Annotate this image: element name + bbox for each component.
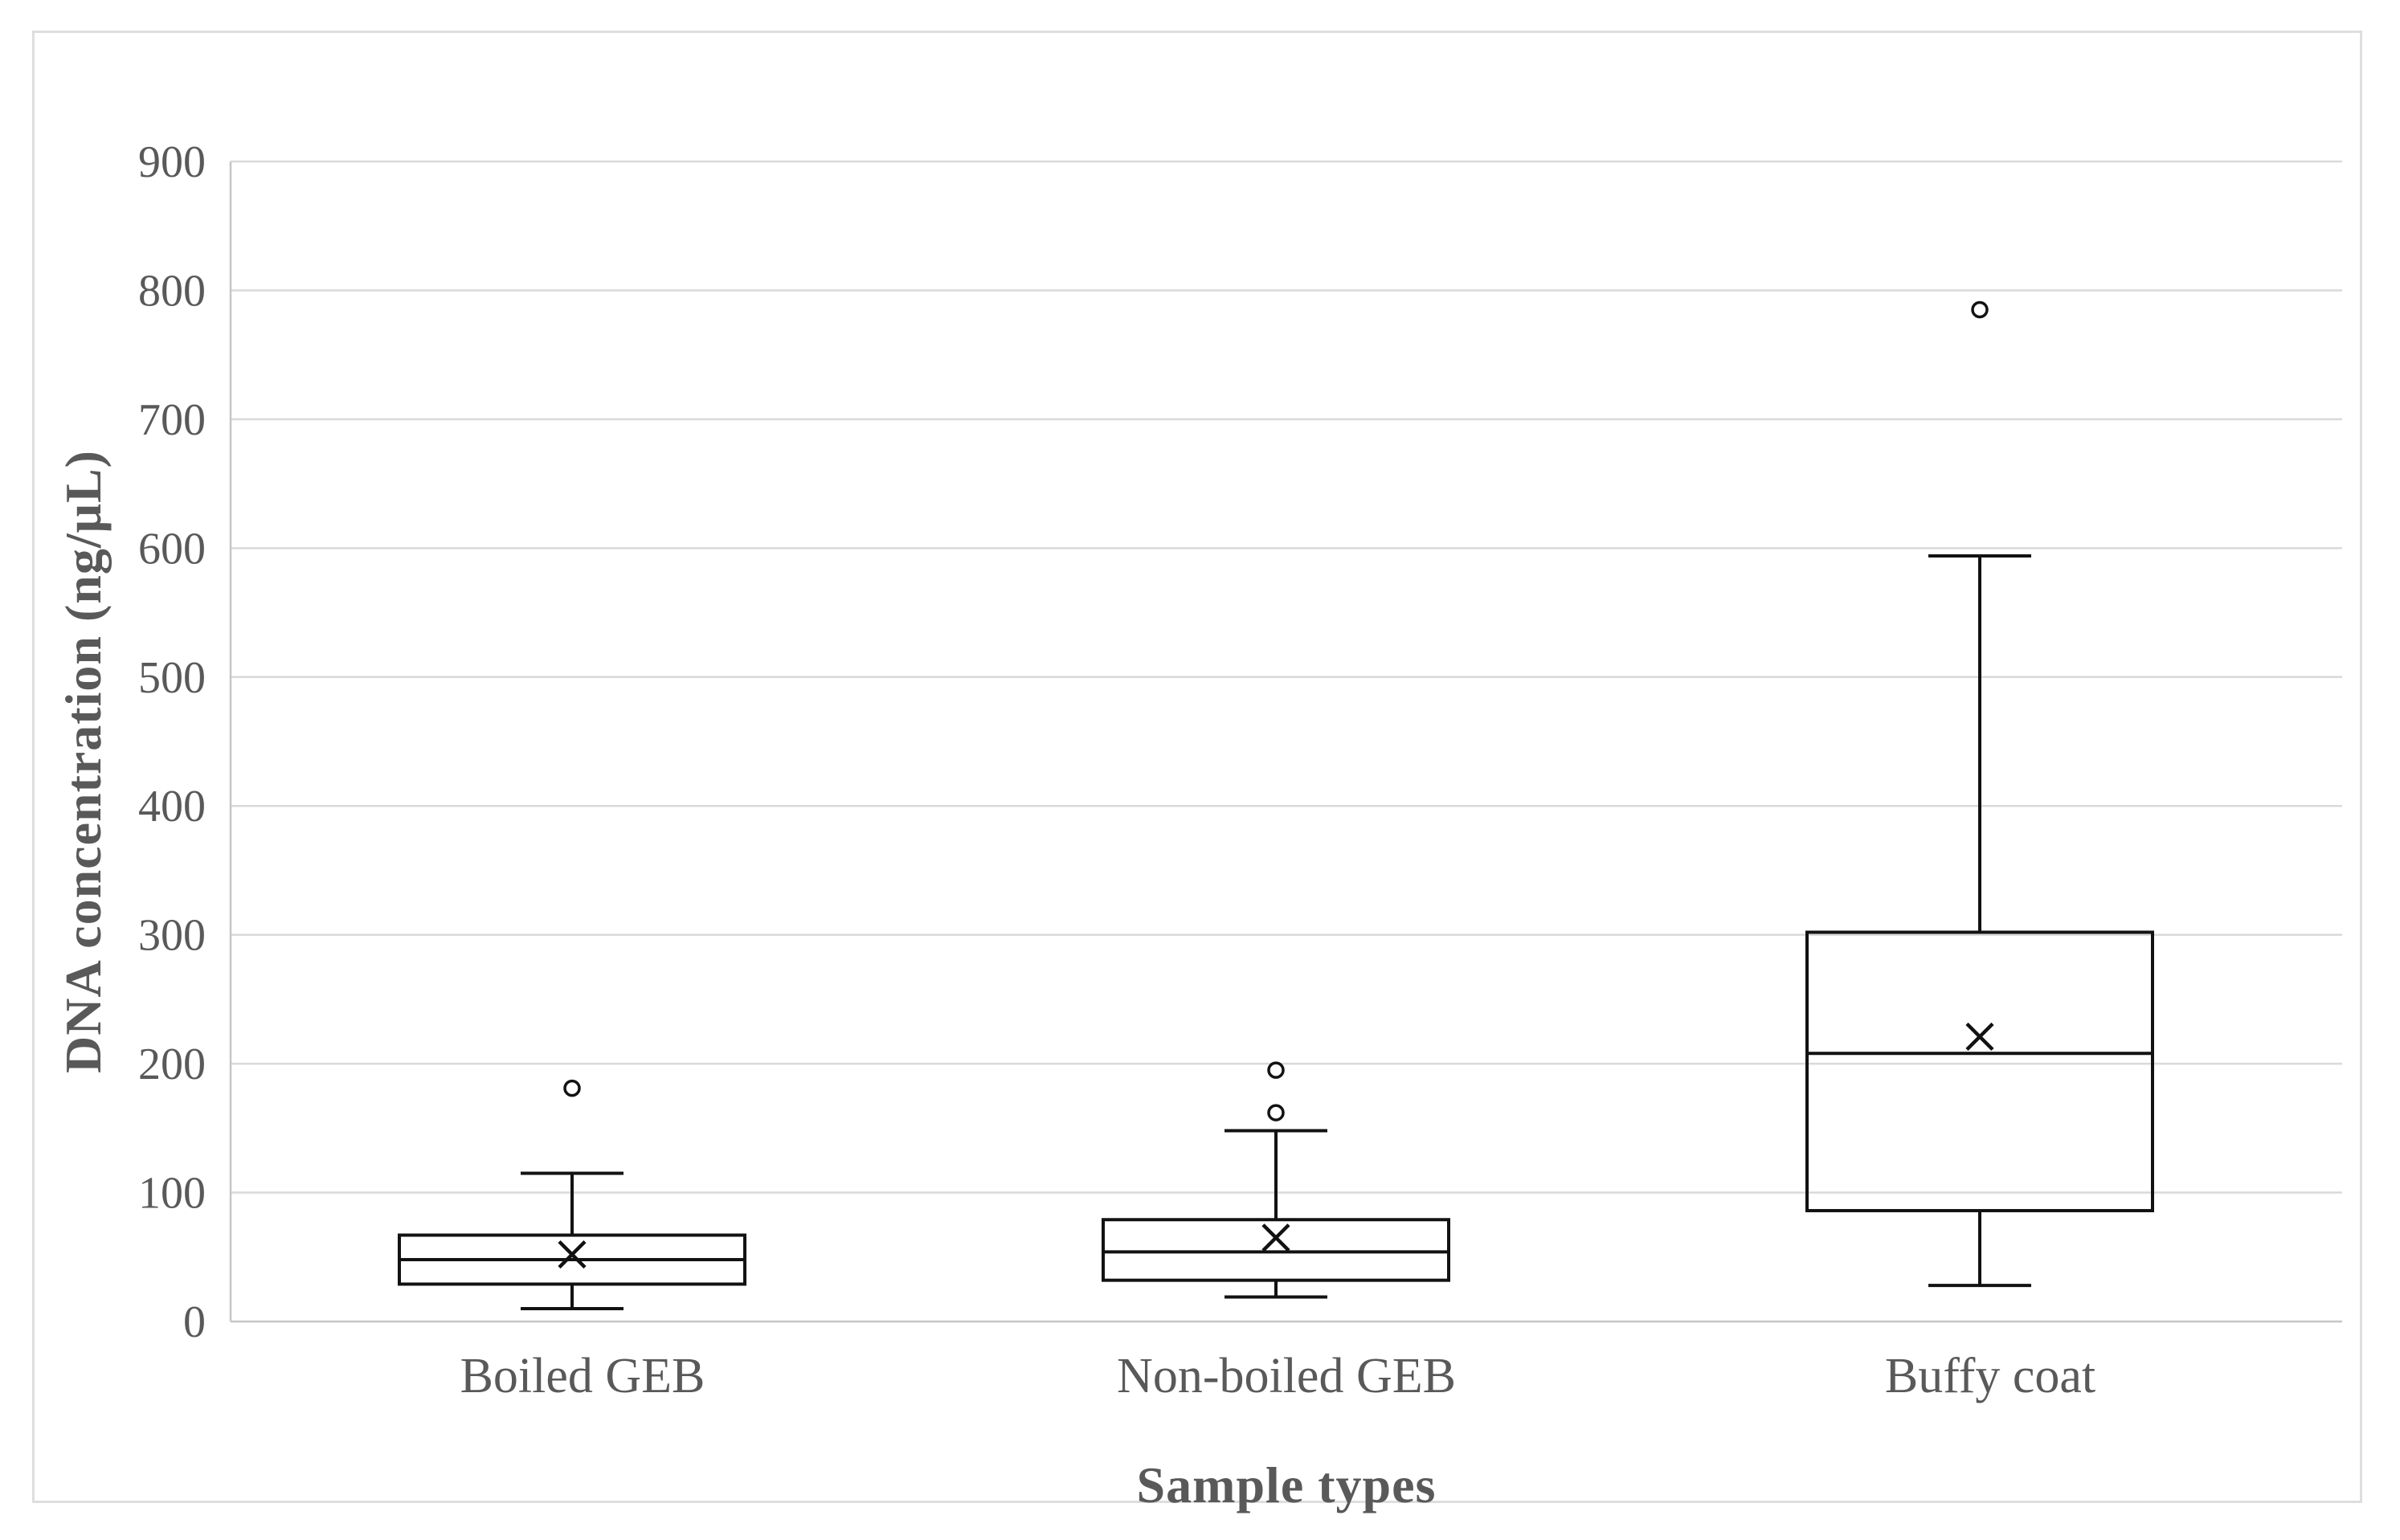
- y-tick-label: 700: [138, 395, 206, 445]
- category-label: Non-boiled GEB: [1117, 1349, 1456, 1403]
- y-tick-label: 500: [138, 653, 206, 703]
- y-tick-label: 800: [138, 266, 206, 316]
- outlier-point: [563, 1079, 581, 1097]
- y-tick-label: 400: [138, 782, 206, 831]
- y-axis-title: DNA concentration (ng/μL): [55, 450, 112, 1073]
- outlier-point: [1267, 1061, 1285, 1079]
- mean-marker-x: [1261, 1223, 1290, 1252]
- y-tick-label: 100: [138, 1169, 206, 1219]
- category-label: Buffy coat: [1885, 1349, 2095, 1403]
- outlier-point: [1971, 300, 1989, 319]
- iqr-box: [1805, 930, 2154, 1213]
- y-tick-label: 600: [138, 524, 206, 574]
- y-tick-label: 900: [138, 137, 206, 187]
- y-tick-label: 0: [183, 1297, 206, 1347]
- x-axis-title: Sample types: [1136, 1456, 1437, 1513]
- figure-frame: [32, 31, 2362, 1503]
- category-label: Boiled GEB: [460, 1349, 705, 1403]
- y-tick-label: 300: [138, 911, 206, 961]
- mean-marker-x: [1965, 1022, 1994, 1052]
- outlier-point: [1267, 1104, 1285, 1121]
- y-tick-label: 200: [138, 1040, 206, 1089]
- iqr-box: [1102, 1218, 1450, 1282]
- mean-marker-x: [558, 1240, 587, 1269]
